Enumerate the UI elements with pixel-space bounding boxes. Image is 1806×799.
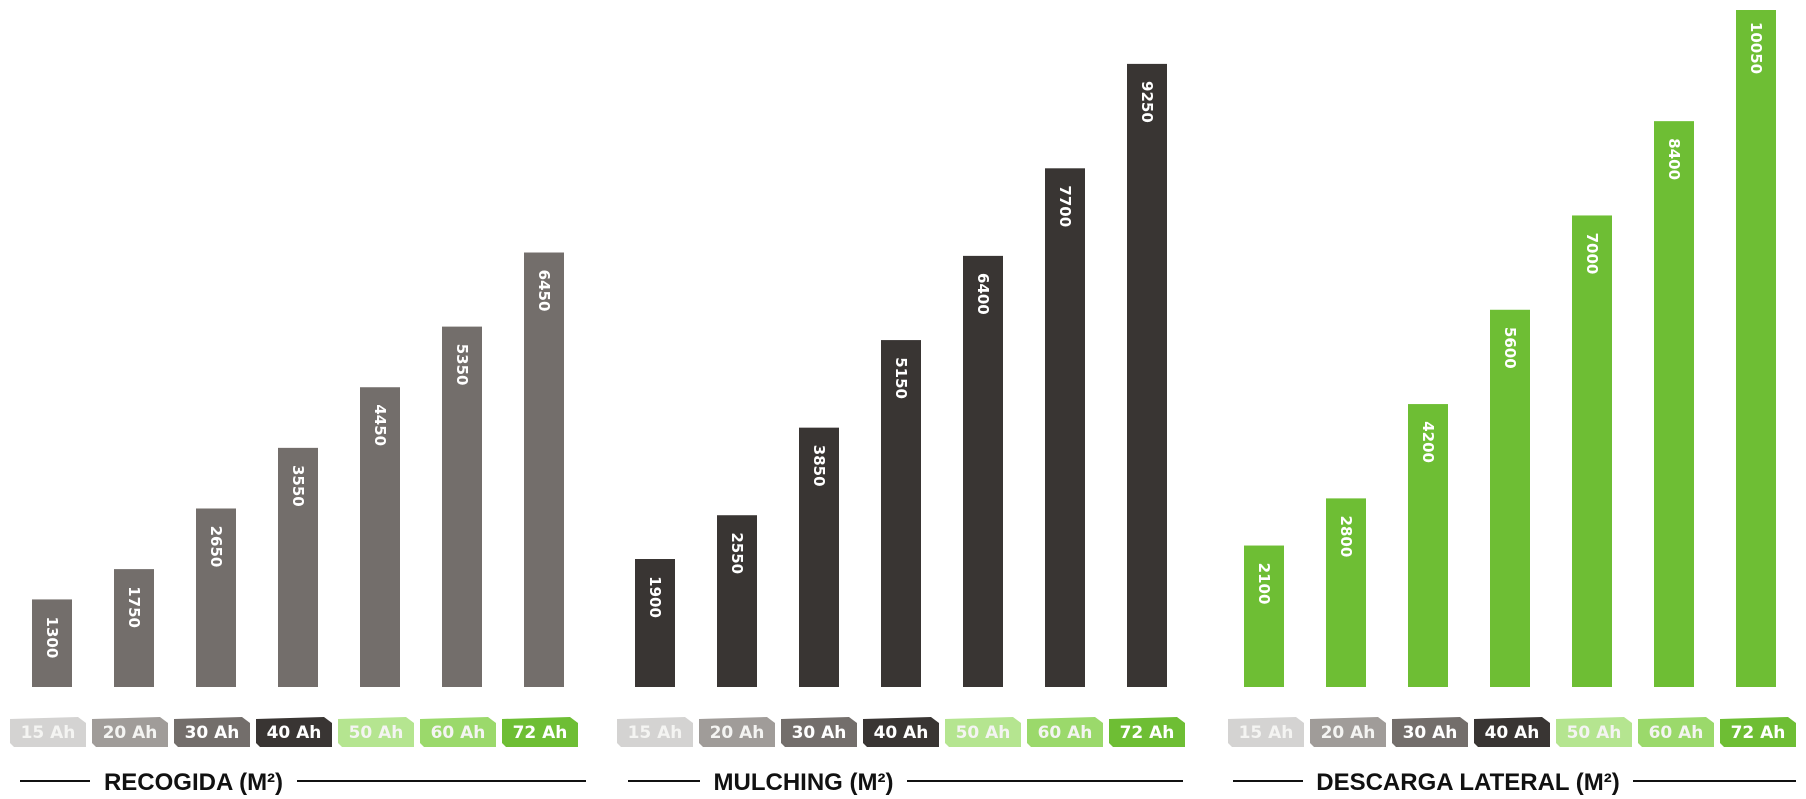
bar-value-label: 1300 bbox=[43, 617, 61, 659]
bar bbox=[524, 252, 564, 688]
bar bbox=[635, 559, 675, 687]
category-tab bbox=[1027, 717, 1103, 747]
category-tab bbox=[1474, 717, 1550, 747]
bar bbox=[1127, 63, 1167, 687]
bar bbox=[1326, 498, 1366, 687]
category-tab bbox=[502, 717, 578, 747]
x-tick-label: 40 Ah bbox=[1485, 723, 1540, 743]
bar-value-label: 5150 bbox=[892, 357, 910, 399]
bar bbox=[1572, 215, 1612, 688]
chart-2: 1900 2550 3850 5150 6400 7700 9250 15 Ah 20 Ah 30… bbox=[617, 63, 1185, 796]
x-tick-label: 72 Ah bbox=[1731, 723, 1786, 743]
category-tab bbox=[617, 717, 693, 747]
x-tick-label: 20 Ah bbox=[1321, 723, 1376, 743]
bar-value-label: 4450 bbox=[371, 404, 389, 446]
bar-value-label: 2800 bbox=[1337, 516, 1355, 558]
bar bbox=[1408, 404, 1448, 687]
bar bbox=[278, 447, 318, 687]
bar-value-label: 9250 bbox=[1138, 81, 1156, 123]
bar-value-label: 2650 bbox=[207, 526, 225, 568]
bar-value-label: 3550 bbox=[289, 465, 307, 507]
bar-value-label: 6400 bbox=[974, 273, 992, 315]
category-tab bbox=[1392, 717, 1468, 747]
x-tick-label: 72 Ah bbox=[513, 723, 568, 743]
category-tab bbox=[1638, 717, 1714, 747]
bar bbox=[717, 515, 757, 687]
category-tab bbox=[92, 717, 168, 747]
bar-value-label: 7000 bbox=[1583, 233, 1601, 275]
x-tick-label: 60 Ah bbox=[1038, 723, 1093, 743]
x-tick-label: 20 Ah bbox=[103, 723, 158, 743]
x-tick-label: 60 Ah bbox=[1649, 723, 1704, 743]
x-tick-label: 60 Ah bbox=[431, 723, 486, 743]
bar bbox=[1654, 121, 1694, 688]
bar bbox=[1045, 168, 1085, 688]
bar bbox=[799, 427, 839, 687]
bar bbox=[1736, 10, 1776, 687]
category-tab bbox=[781, 717, 857, 747]
category-tab bbox=[945, 717, 1021, 747]
bar-value-label: 8400 bbox=[1665, 138, 1683, 180]
category-tab bbox=[174, 717, 250, 747]
bar bbox=[196, 508, 236, 687]
chart-3: 2100 2800 4200 5600 7000 8400 10050 15 Ah 20 Ah 3… bbox=[1228, 10, 1796, 796]
bar-value-label: 6450 bbox=[535, 270, 553, 312]
x-tick-label: 50 Ah bbox=[1567, 723, 1622, 743]
chart-title: DESCARGA LATERAL (M²) bbox=[1316, 769, 1620, 796]
category-tab bbox=[1310, 717, 1386, 747]
chart-title: RECOGIDA (M²) bbox=[104, 769, 283, 796]
bar-value-label: 1750 bbox=[125, 586, 143, 628]
x-tick-label: 30 Ah bbox=[1403, 723, 1458, 743]
bar-value-label: 2550 bbox=[728, 532, 746, 574]
bar-value-label: 5600 bbox=[1501, 327, 1519, 369]
category-tab bbox=[1109, 717, 1185, 747]
category-tab bbox=[1720, 717, 1796, 747]
x-tick-label: 15 Ah bbox=[628, 723, 683, 743]
bar bbox=[442, 326, 482, 687]
category-tab bbox=[699, 717, 775, 747]
x-tick-label: 30 Ah bbox=[792, 723, 847, 743]
bar bbox=[114, 569, 154, 687]
category-tab bbox=[10, 717, 86, 747]
category-tab bbox=[863, 717, 939, 747]
bar-value-label: 2100 bbox=[1255, 563, 1273, 605]
x-tick-label: 15 Ah bbox=[1239, 723, 1294, 743]
x-tick-label: 20 Ah bbox=[710, 723, 765, 743]
bar bbox=[881, 340, 921, 687]
bar-value-label: 10050 bbox=[1747, 22, 1765, 74]
category-tab bbox=[420, 717, 496, 747]
x-tick-label: 50 Ah bbox=[956, 723, 1011, 743]
category-tab bbox=[1228, 717, 1304, 747]
category-tab bbox=[338, 717, 414, 747]
bar bbox=[32, 599, 72, 687]
bar bbox=[963, 255, 1003, 688]
chart-title: MULCHING (M²) bbox=[714, 769, 894, 796]
x-tick-label: 40 Ah bbox=[267, 723, 322, 743]
x-tick-label: 50 Ah bbox=[349, 723, 404, 743]
bar bbox=[1244, 545, 1284, 687]
bar-value-label: 5350 bbox=[453, 344, 471, 386]
bar-value-label: 7700 bbox=[1056, 185, 1074, 227]
x-tick-label: 72 Ah bbox=[1120, 723, 1175, 743]
bar-value-label: 1900 bbox=[646, 576, 664, 618]
category-tab bbox=[256, 717, 332, 747]
chart-1: 1300 1750 2650 3550 4450 5350 6450 15 Ah 20 Ah 30… bbox=[10, 252, 586, 796]
x-tick-label: 15 Ah bbox=[21, 723, 76, 743]
category-tab bbox=[1556, 717, 1632, 747]
bar bbox=[1490, 309, 1530, 687]
x-tick-label: 40 Ah bbox=[874, 723, 929, 743]
bar-value-label: 4200 bbox=[1419, 421, 1437, 463]
bar-value-label: 3850 bbox=[810, 445, 828, 487]
bar bbox=[360, 387, 400, 687]
x-tick-label: 30 Ah bbox=[185, 723, 240, 743]
